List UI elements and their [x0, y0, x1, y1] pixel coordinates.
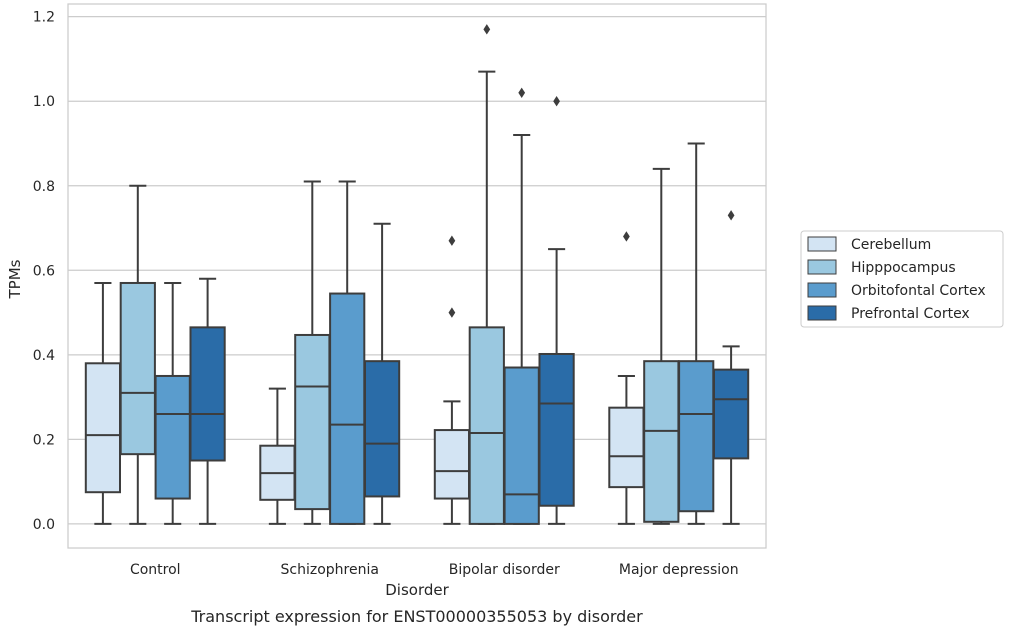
- iqr-box: [643, 360, 680, 523]
- boxes: [84, 24, 750, 525]
- outlier-marker: [448, 235, 456, 246]
- box-major-depression-cerebellum: [608, 231, 645, 525]
- box-bipolar-disorder-orbitofontal-cortex: [503, 87, 540, 525]
- y-tick-label: 0.6: [33, 263, 55, 279]
- box-major-depression-orbitofontal-cortex: [678, 142, 715, 525]
- box-control-hipppocampus: [119, 184, 156, 525]
- legend-item-orbitofontal-cortex: Orbitofontal Cortex: [807, 282, 986, 299]
- iqr-box: [712, 368, 750, 460]
- outlier-marker: [448, 307, 456, 318]
- outlier-marker: [623, 231, 630, 242]
- legend-item-prefrontal-cortex: Prefrontal Cortex: [807, 305, 970, 322]
- x-axis-ticks: Control Schizophrenia Bipolar disorder Majo…: [130, 562, 739, 578]
- box-major-depression-prefrontal-cortex: [712, 210, 750, 525]
- y-tick-label: 1.0: [33, 94, 55, 110]
- box-bipolar-disorder-cerebellum: [433, 235, 471, 525]
- legend: Cerebellum Hipppocampus Orbitofontal Corte…: [800, 230, 1004, 328]
- iqr-box: [154, 374, 191, 500]
- x-tick-label: Major depression: [619, 562, 739, 578]
- legend-item-hipppocampus: Hipppocampus: [807, 259, 956, 276]
- iqr-box: [608, 406, 645, 489]
- iqr-box: [503, 366, 540, 525]
- y-tick-label: 0.4: [33, 348, 55, 364]
- legend-label: Prefrontal Cortex: [851, 306, 970, 322]
- iqr-box: [84, 362, 122, 494]
- legend-items: Cerebellum Hipppocampus Orbitofontal Corte…: [807, 236, 986, 322]
- iqr-box: [294, 333, 331, 511]
- legend-frame: [800, 230, 1004, 328]
- x-tick-label: Control: [130, 562, 181, 578]
- iqr-box: [363, 360, 401, 498]
- x-axis-label: Disorder: [385, 581, 449, 599]
- chart-caption: Transcript expression for ENST0000035505…: [190, 607, 643, 626]
- box-control-prefrontal-cortex: [189, 277, 226, 525]
- box-bipolar-disorder-hipppocampus: [468, 24, 505, 525]
- outlier-marker: [727, 210, 735, 221]
- iqr-box: [329, 292, 366, 525]
- legend-label: Cerebellum: [851, 237, 931, 253]
- legend-swatch: [807, 259, 837, 275]
- legend-swatch: [807, 305, 837, 321]
- outlier-marker: [553, 96, 560, 107]
- legend-label: Orbitofontal Cortex: [851, 283, 986, 299]
- iqr-box: [433, 429, 471, 500]
- x-tick-label: Bipolar disorder: [449, 562, 560, 578]
- outlier-marker: [483, 24, 491, 35]
- iqr-box: [678, 360, 715, 513]
- box-control-cerebellum: [84, 281, 122, 525]
- iqr-box: [538, 352, 575, 507]
- legend-item-cerebellum: Cerebellum: [807, 236, 931, 253]
- box-control-orbitofontal-cortex: [154, 281, 191, 525]
- box-schizophrenia-orbitofontal-cortex: [329, 180, 366, 525]
- box-schizophrenia-prefrontal-cortex: [363, 222, 401, 525]
- box-schizophrenia-cerebellum: [259, 387, 296, 525]
- plot-frame: [67, 3, 767, 549]
- legend-swatch: [807, 236, 837, 252]
- y-axis-label: TPMs: [6, 259, 24, 299]
- legend-swatch: [807, 282, 837, 298]
- x-tick-label: Schizophrenia: [281, 562, 379, 578]
- y-axis-ticks: 0.0 0.2 0.4 0.6 0.8 1.0 1.2: [33, 10, 55, 533]
- legend-label: Hipppocampus: [851, 260, 956, 276]
- iqr-box: [189, 326, 226, 462]
- iqr-box: [468, 326, 505, 525]
- outlier-marker: [518, 87, 526, 98]
- iqr-box: [119, 281, 156, 456]
- y-tick-label: 1.2: [33, 10, 55, 26]
- box-major-depression-hipppocampus: [643, 167, 680, 525]
- y-tick-label: 0.8: [33, 179, 55, 195]
- box-schizophrenia-hipppocampus: [294, 180, 331, 525]
- y-tick-label: 0.2: [33, 432, 55, 448]
- y-tick-label: 0.0: [33, 517, 55, 533]
- box-bipolar-disorder-prefrontal-cortex: [538, 96, 575, 525]
